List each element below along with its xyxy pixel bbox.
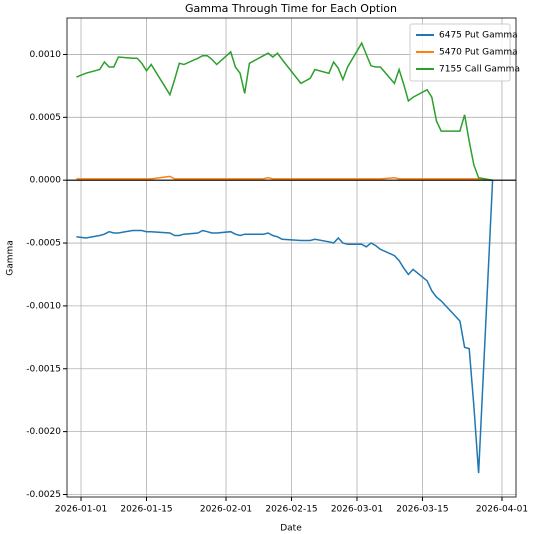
x-tick-label: 2026-03-01: [331, 505, 383, 515]
x-tick-label: 2026-02-01: [200, 505, 252, 515]
x-axis-label: Date: [280, 524, 302, 534]
x-tick-label: 2026-01-01: [55, 505, 107, 515]
x-tick-label: 2026-04-01: [476, 505, 528, 515]
y-tick-label: -0.0015: [26, 364, 61, 374]
y-tick-label: 0.0010: [30, 50, 62, 60]
y-tick-label: -0.0025: [26, 490, 61, 500]
legend-label: 5470 Put Gamma: [439, 48, 518, 58]
x-tick-label: 2026-01-15: [120, 505, 172, 515]
series-line: [76, 175, 493, 181]
x-tick-label: 2026-03-15: [396, 505, 448, 515]
y-axis-label: Gamma: [6, 240, 16, 276]
y-tick-label: -0.0010: [26, 301, 61, 311]
legend-box: [409, 23, 511, 82]
chart-title: Gamma Through Time for Each Option: [185, 2, 397, 15]
y-tick-label: 0.0000: [30, 176, 62, 186]
legend-label: 7155 Call Gamma: [439, 65, 520, 75]
series-line: [76, 41, 493, 181]
y-tick-label: -0.0020: [26, 427, 61, 437]
y-tick-label: -0.0005: [26, 239, 61, 249]
plot-frame: [66, 17, 517, 498]
x-tick-label: 2026-02-15: [265, 505, 317, 515]
y-tick-label: 0.0005: [30, 113, 62, 123]
series-line: [76, 180, 494, 474]
legend-label: 6475 Put Gamma: [439, 31, 518, 41]
